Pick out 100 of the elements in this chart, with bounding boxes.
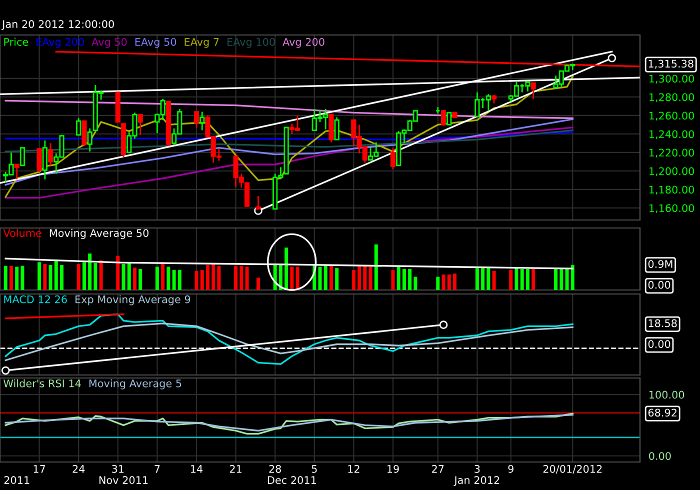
text: Moving Average 50 xyxy=(50,228,148,240)
bar xyxy=(200,270,204,290)
text: 0.9M xyxy=(648,260,672,268)
x-tick-label: 31 xyxy=(112,464,124,473)
bar xyxy=(447,274,451,290)
y-tick-label: 1,160.00 xyxy=(649,204,694,214)
x2-tick-label: Jan 2012 xyxy=(454,476,500,486)
bar xyxy=(178,270,182,290)
bar xyxy=(172,270,176,290)
bar xyxy=(526,269,530,290)
bar xyxy=(408,269,412,290)
x-tick-label: 24 xyxy=(72,464,85,473)
bar xyxy=(335,268,339,290)
x-tick-label: 19 xyxy=(388,464,399,473)
bar xyxy=(509,270,513,290)
line-series xyxy=(4,126,574,199)
candlestick xyxy=(36,148,42,173)
bar xyxy=(88,254,92,290)
candlestick xyxy=(87,128,92,152)
bar xyxy=(492,270,496,290)
x-tick-label: 20/01/2012 xyxy=(543,464,602,474)
bar xyxy=(290,266,294,290)
x-tick-label: 9 xyxy=(508,464,514,473)
bar xyxy=(94,263,98,290)
y-tick-label: 1,220.00 xyxy=(649,148,694,158)
bar xyxy=(15,266,19,290)
bar xyxy=(4,266,8,290)
line-series xyxy=(4,100,574,120)
x-tick-label: 7 xyxy=(154,465,160,473)
x-tick-label: 17 xyxy=(34,465,46,473)
candlestick xyxy=(446,111,452,126)
x2-tick-label: Nov 2011 xyxy=(99,476,148,484)
line-series xyxy=(4,76,574,198)
candlestick xyxy=(48,142,54,166)
bar xyxy=(166,266,170,290)
bar xyxy=(554,269,558,290)
bar xyxy=(368,266,372,290)
text: EAvg 7 xyxy=(184,38,219,48)
text: EAvg 100 xyxy=(228,38,275,48)
bar xyxy=(38,262,42,290)
candlestick xyxy=(14,164,20,180)
bar xyxy=(212,264,216,290)
bar xyxy=(352,270,356,290)
candlestick xyxy=(20,147,26,166)
bar xyxy=(43,264,47,290)
bar xyxy=(560,269,564,290)
bar xyxy=(127,263,131,290)
text: Price xyxy=(4,38,28,46)
bar xyxy=(452,274,456,290)
y-tick-label: 1,240.00 xyxy=(649,130,694,140)
y-tick-label: 1,180.00 xyxy=(649,186,694,195)
bar xyxy=(570,264,574,290)
bar xyxy=(565,269,569,290)
bar xyxy=(284,248,288,290)
bar xyxy=(245,266,249,290)
bar xyxy=(116,256,120,290)
y-tick-label: 1,200.00 xyxy=(649,167,694,176)
text: Wilder's RSI 14 xyxy=(4,379,81,388)
bar xyxy=(475,268,479,290)
bar xyxy=(396,266,400,290)
candlestick xyxy=(390,147,396,170)
bar xyxy=(60,264,64,290)
x-tick-label: 27 xyxy=(432,464,444,473)
candlestick xyxy=(334,116,340,140)
line-series xyxy=(4,131,574,140)
bar xyxy=(278,264,282,290)
candlestick xyxy=(194,111,200,128)
candlestick xyxy=(76,118,82,136)
bar xyxy=(9,266,13,290)
y-tick-label: 1,300.00 xyxy=(649,74,694,84)
x2-tick-label: Dec 2011 xyxy=(268,476,316,484)
line-series xyxy=(4,129,574,152)
bar xyxy=(532,269,536,290)
bar xyxy=(520,269,524,290)
x-tick-label: 14 xyxy=(191,465,203,473)
bar xyxy=(363,266,367,290)
bar xyxy=(155,266,159,290)
y-tick-label: 0.00 xyxy=(649,452,671,460)
text: 68.92 xyxy=(648,408,676,417)
bar xyxy=(240,266,244,290)
bar xyxy=(138,269,142,290)
y-tick-label: 1,280.00 xyxy=(649,93,694,102)
bar xyxy=(76,264,80,290)
text: Avg 200 xyxy=(282,38,324,48)
candlestick xyxy=(138,114,143,136)
bar xyxy=(374,244,378,290)
bar xyxy=(20,266,24,290)
bar xyxy=(82,262,86,290)
bar xyxy=(206,264,210,290)
text: Avg 50 xyxy=(92,38,127,48)
x-tick-label: 5 xyxy=(312,465,317,473)
x-tick-label: 21 xyxy=(230,464,242,473)
bar xyxy=(436,276,440,290)
y-tick-label: 100.00 xyxy=(649,390,684,399)
bar xyxy=(391,270,395,290)
candlestick xyxy=(42,140,48,180)
x-tick-label: 28 xyxy=(269,464,281,473)
bar xyxy=(358,266,362,290)
bar xyxy=(256,278,260,290)
bar xyxy=(99,260,103,290)
